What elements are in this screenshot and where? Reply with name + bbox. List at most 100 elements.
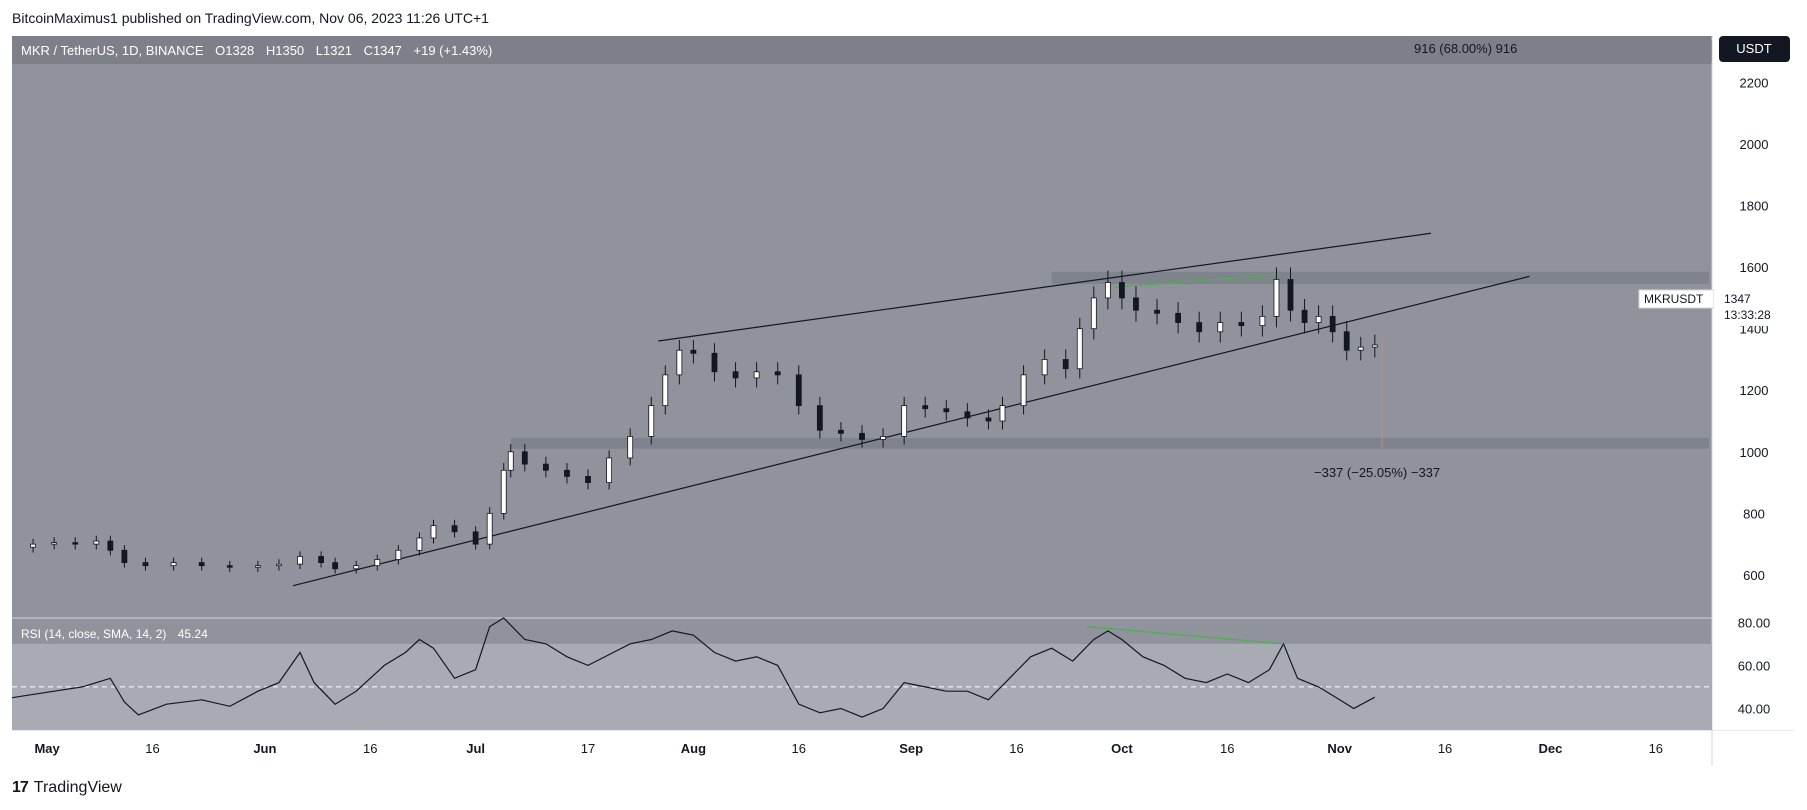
price-tag: MKRUSDT 1347 13:33:28 (1638, 289, 1794, 326)
price-tick-label: 600 (1743, 568, 1765, 583)
price-tick-label: 2000 (1740, 137, 1769, 152)
candle (1217, 322, 1224, 333)
legend-line: MKR / TetherUS, 1D, BINANCE O1328 H1350 … (21, 43, 492, 58)
candle (1329, 315, 1336, 333)
candle (732, 371, 739, 379)
candle (507, 451, 514, 471)
candle (1273, 279, 1280, 317)
measure-down-label: −337 (−25.05%) −337 (1314, 465, 1440, 480)
candle (486, 512, 493, 545)
time-tick-label: Oct (1111, 741, 1133, 756)
candle (564, 469, 570, 477)
resistance-zone (1051, 271, 1709, 285)
candle (170, 562, 177, 567)
legend-symbol: MKR / TetherUS, 1D, BINANCE (21, 43, 204, 58)
current-price-box (1714, 290, 1794, 326)
time-tick-label: Dec (1539, 741, 1563, 756)
rsi-tick-label: 40.00 (1738, 701, 1771, 716)
time-tick-label: 16 (363, 741, 377, 756)
candle (416, 537, 423, 551)
tradingview-logo[interactable]: 17 TradingView (12, 779, 122, 797)
price-tick-label: 1800 (1740, 199, 1769, 214)
candle (521, 451, 528, 465)
candle (1119, 282, 1125, 299)
candle (880, 436, 886, 440)
candle (1133, 297, 1139, 311)
time-tick-label: Aug (681, 741, 706, 756)
rsi-tick-label: 80.00 (1738, 615, 1771, 630)
candle (430, 525, 437, 539)
currency-button[interactable]: USDT (1719, 36, 1790, 62)
chart-svg[interactable]: 600800100012001400160018002000220040.006… (12, 36, 1794, 766)
price-pane[interactable] (12, 36, 1712, 618)
candle (254, 565, 261, 568)
time-tick-label: 16 (145, 741, 159, 756)
rsi-tick-label: 60.00 (1738, 658, 1771, 673)
candle (676, 349, 683, 376)
time-tick-label: 17 (581, 741, 595, 756)
candle (1315, 315, 1322, 323)
legend-close: 1347 (373, 43, 402, 58)
candle (943, 408, 950, 413)
candle (353, 565, 360, 570)
candle (318, 556, 324, 564)
candle (690, 349, 697, 354)
rsi-legend-label: RSI (14, close, SMA, 14, 2) (21, 627, 166, 641)
candle (1259, 315, 1266, 327)
candle (901, 405, 908, 437)
candle (711, 352, 718, 373)
candle (1357, 346, 1364, 351)
candle (1301, 309, 1308, 323)
currency-button-label: USDT (1736, 41, 1771, 56)
candle (859, 432, 865, 440)
candle (627, 436, 634, 459)
candle (500, 469, 507, 514)
candle (142, 562, 149, 567)
upper-trendline (658, 232, 1432, 342)
candle (451, 525, 458, 533)
candle (472, 531, 479, 545)
price-tag-price: 1347 (1724, 292, 1751, 306)
price-tick-label: 800 (1743, 506, 1765, 521)
candle (395, 549, 402, 560)
support-zone (510, 437, 1709, 449)
candle (774, 371, 781, 376)
tradingview-mark-icon: 17 (12, 779, 29, 796)
time-tick-label: 16 (792, 741, 806, 756)
candle (606, 457, 613, 483)
candle (374, 559, 381, 567)
candle (985, 417, 992, 422)
candle (1371, 344, 1378, 348)
candle (1175, 312, 1182, 323)
candle (1196, 322, 1203, 333)
support-resistance-zones (12, 40, 1712, 449)
candle (838, 429, 844, 434)
candle (662, 374, 669, 407)
candle (1076, 328, 1083, 370)
time-tick-label: Sep (899, 741, 923, 756)
price-tag-symbol: MKRUSDT (1644, 292, 1704, 306)
candle (1154, 309, 1160, 314)
candle (753, 371, 760, 379)
price-tick-label: 1600 (1740, 260, 1769, 275)
rsi-legend-value: 45.24 (178, 627, 208, 641)
candle (1062, 359, 1069, 370)
price-axis[interactable] (1713, 36, 1794, 730)
measure-up-label: 916 (68.00%) 916 (1414, 41, 1517, 56)
legend-open: 1328 (225, 43, 254, 58)
legend-high: 1350 (275, 43, 304, 58)
candles-layer (30, 267, 1378, 574)
legend-low: 1321 (323, 43, 352, 58)
candle (276, 563, 282, 567)
candle (816, 405, 823, 431)
time-tick-label: Jun (253, 741, 276, 756)
candle (1041, 359, 1048, 376)
candle (922, 405, 929, 410)
candle (1104, 282, 1111, 299)
publisher-header: BitcoinMaximus1 published on TradingView… (12, 10, 489, 26)
price-axis-labels: 600800100012001400160018002000220040.006… (1738, 75, 1771, 716)
candle (93, 540, 100, 545)
price-tag-countdown: 13:33:28 (1724, 308, 1771, 322)
candle (297, 556, 303, 565)
lower-trendline (292, 275, 1530, 587)
